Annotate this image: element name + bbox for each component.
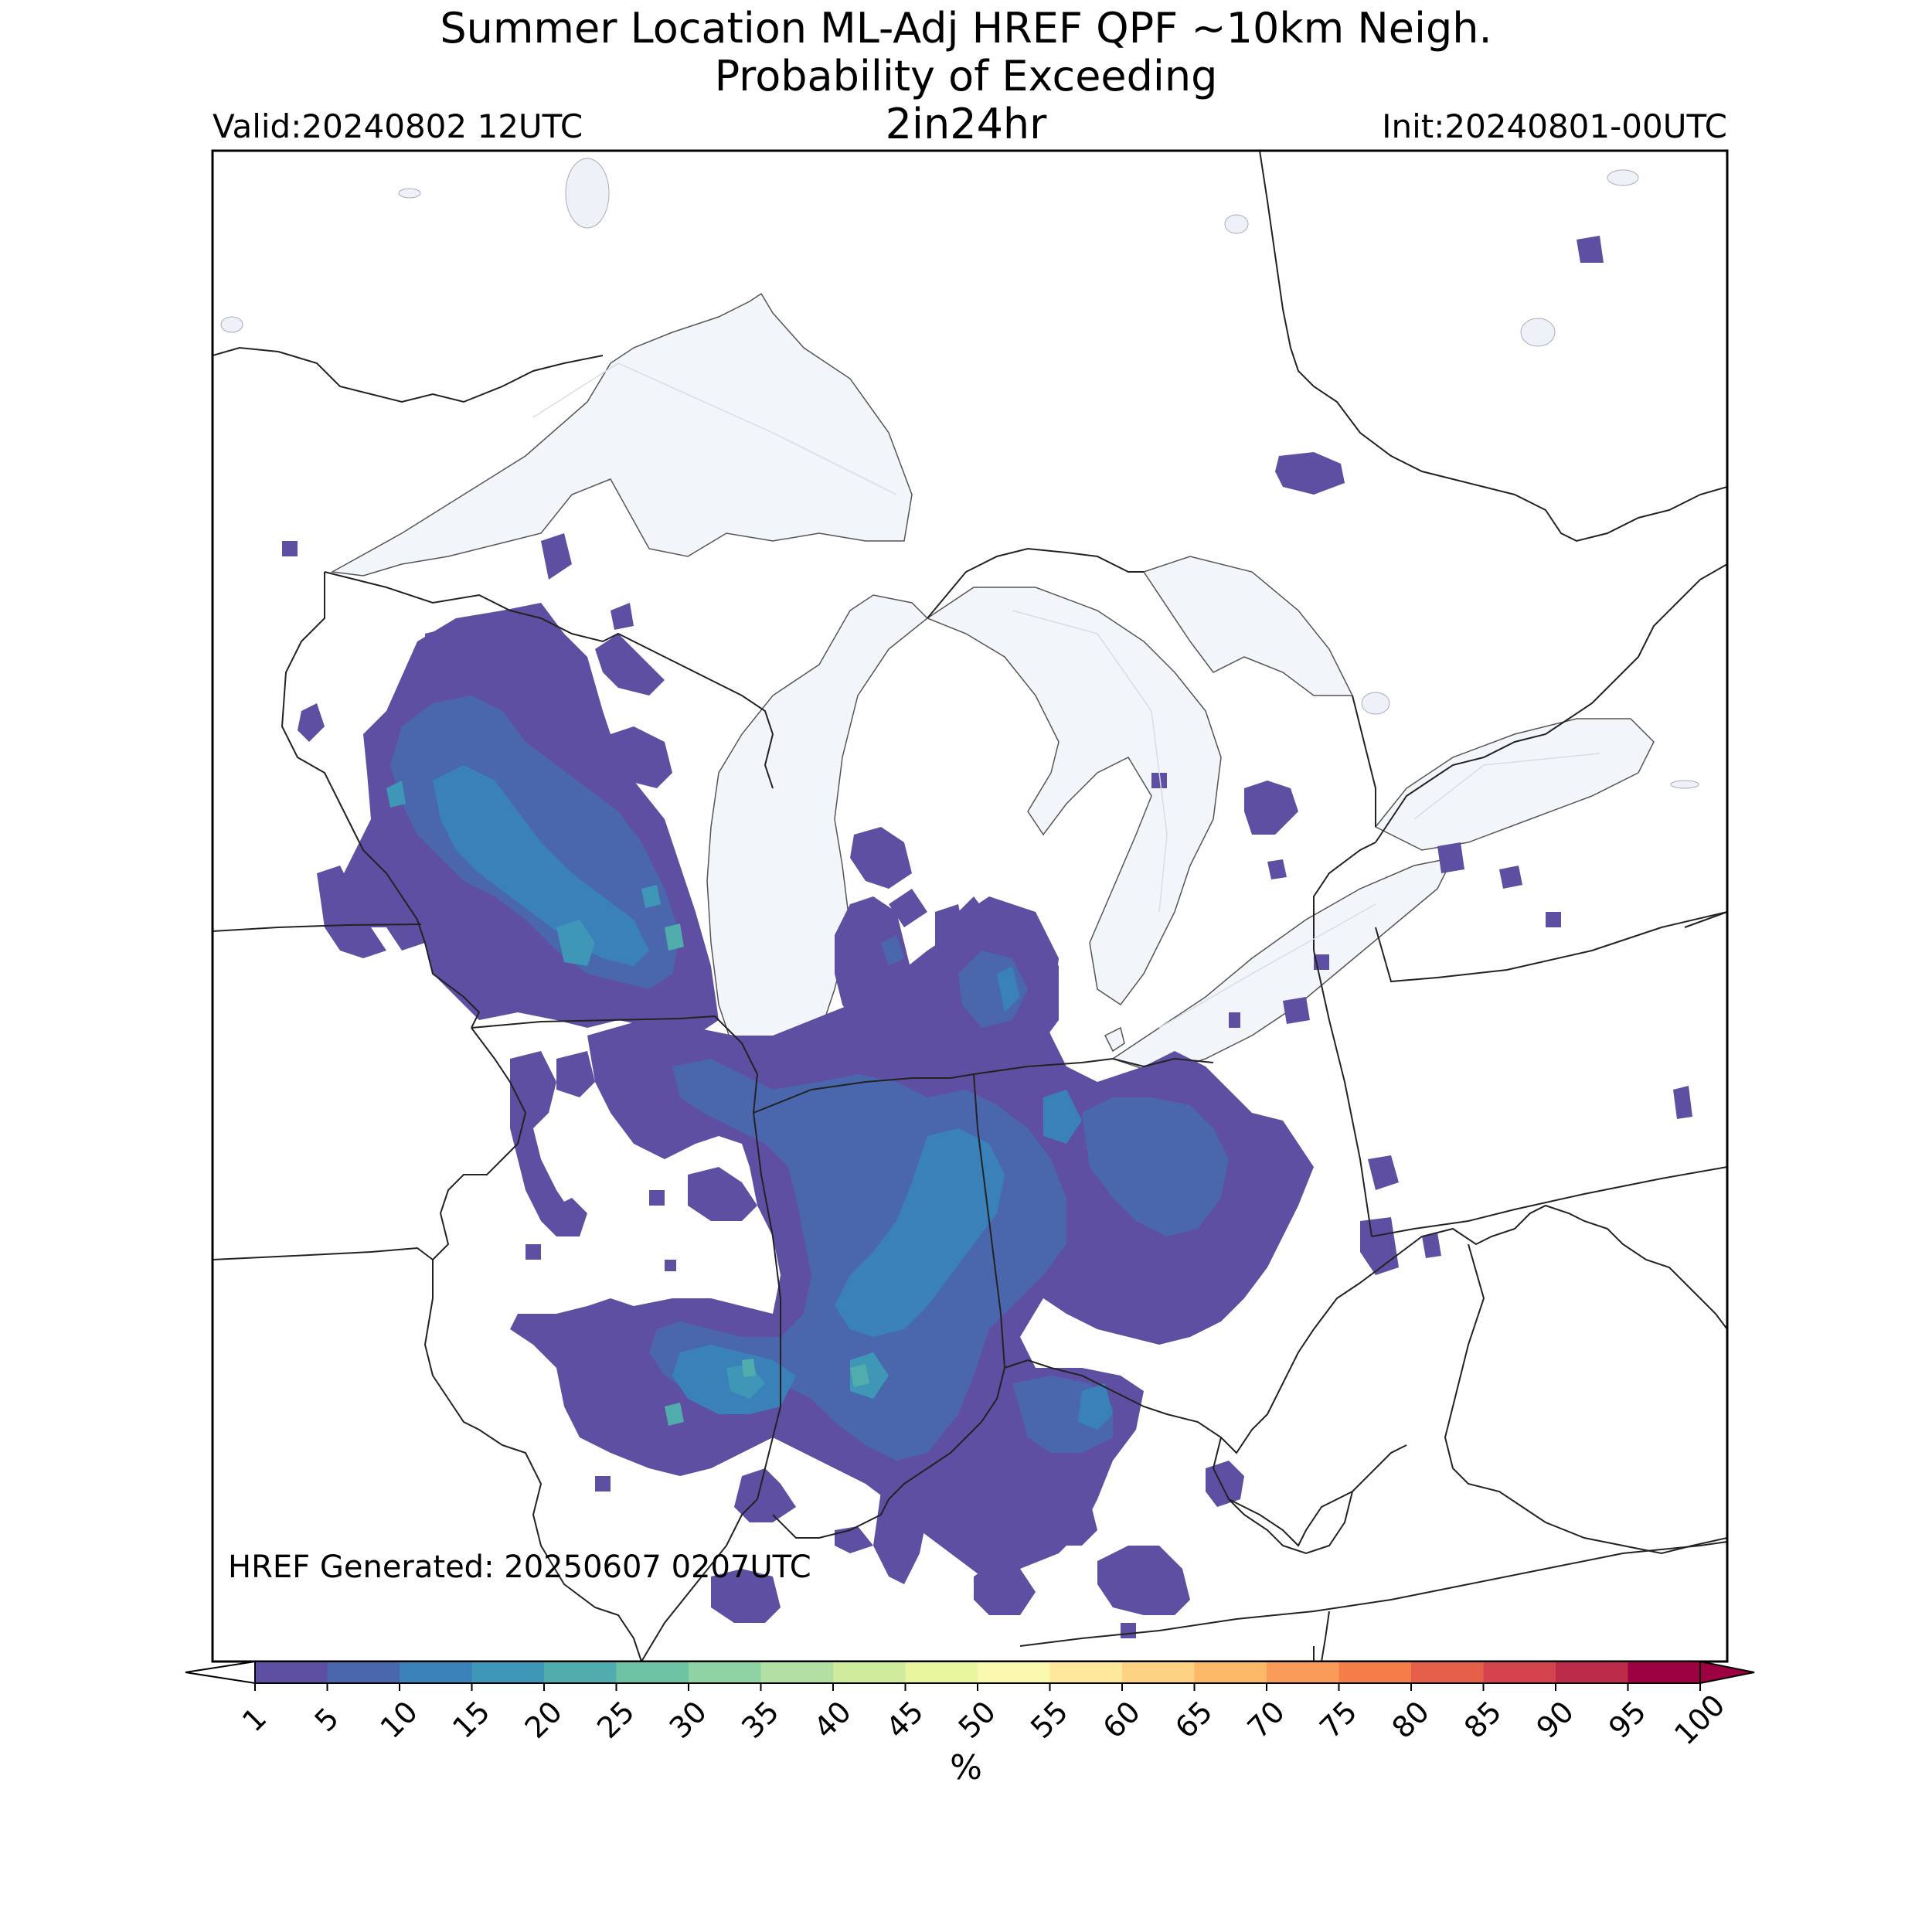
map-title-line3: 2in24hr — [885, 100, 1047, 148]
small-lakes — [220, 158, 1699, 789]
generated-timestamp: HREF Generated: 20250607 0207UTC — [228, 1549, 811, 1585]
colorbar-label: % — [950, 1748, 982, 1787]
lake-erie — [1111, 856, 1454, 1075]
lake-huron — [926, 587, 1222, 1006]
probability-shading — [282, 236, 1692, 1638]
lake-michigan — [706, 594, 929, 1107]
lake-superior — [330, 292, 913, 577]
lake-st-clair — [1104, 1026, 1125, 1053]
map-title-line2: Probability of Exceeding — [714, 52, 1218, 100]
map-title-line1: Summer Location ML-Adj HREF QPF ~10km Ne… — [440, 4, 1492, 53]
init-time: Init:20240801-00UTC — [1382, 107, 1727, 145]
boundaries — [213, 151, 1727, 1662]
valid-time: Valid:20240802 12UTC — [213, 107, 583, 145]
georgian-bay — [1142, 556, 1354, 696]
great-lakes — [330, 292, 1655, 1107]
lake-ontario — [1374, 718, 1655, 851]
